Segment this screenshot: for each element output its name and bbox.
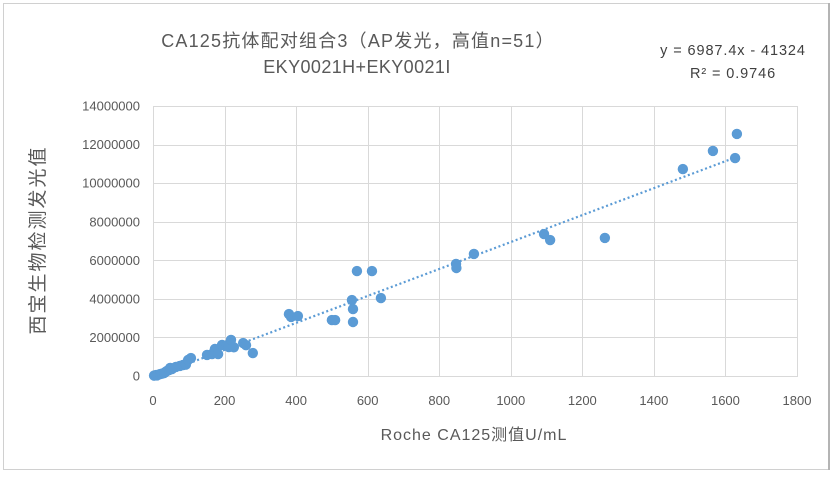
- y-tick-label: 0: [133, 369, 140, 384]
- data-point: [347, 303, 359, 315]
- x-tick-label: 1200: [568, 393, 597, 408]
- gridlines: [153, 106, 798, 377]
- x-tick-label: 200: [214, 393, 236, 408]
- data-point: [599, 232, 611, 244]
- data-point: [329, 314, 341, 326]
- data-point: [677, 163, 689, 175]
- data-point: [351, 265, 363, 277]
- y-tick-label: 6000000: [89, 253, 140, 268]
- x-axis-title: Roche CA125测值U/mL: [381, 426, 568, 444]
- y-tick-label: 4000000: [89, 291, 140, 306]
- x-tick-label: 1800: [783, 393, 812, 408]
- x-tick-label: 400: [285, 393, 307, 408]
- data-point: [729, 152, 741, 164]
- y-tick-label: 14000000: [82, 99, 140, 114]
- x-tick-label: 600: [357, 393, 379, 408]
- data-point: [185, 352, 197, 364]
- data-point: [375, 292, 387, 304]
- x-tick-label: 0: [149, 393, 156, 408]
- data-point: [292, 310, 304, 322]
- data-point: [346, 294, 358, 306]
- data-point: [544, 234, 556, 246]
- data-point: [707, 145, 719, 157]
- data-point: [212, 348, 224, 360]
- x-tick-label: 1600: [711, 393, 740, 408]
- x-tick-label: 800: [428, 393, 450, 408]
- data-point: [731, 128, 743, 140]
- data-point: [240, 339, 252, 351]
- data-point: [347, 316, 359, 328]
- y-tick-label: 10000000: [82, 176, 140, 191]
- y-axis-title: 西宝生物检测发光值: [27, 145, 49, 334]
- chart-frame: [3, 3, 829, 470]
- y-axis-tick-labels: 0 2000000 4000000 6000000 8000000 10000000 120…: [82, 99, 140, 384]
- y-tick-label: 8000000: [89, 214, 140, 229]
- y-tick-label: 2000000: [89, 330, 140, 345]
- trendline-r-squared: R² = 0.9746: [690, 66, 776, 82]
- x-axis-tick-labels: 0 200 400 600 800 1000 1200 1400 1600 1800: [149, 393, 811, 408]
- chart-title: CA125抗体配对组合3（AP发光，高值n=51）: [161, 31, 555, 51]
- data-point: [247, 347, 259, 359]
- trendline-equation: y = 6987.4x - 41324: [660, 43, 806, 59]
- x-tick-label: 1000: [496, 393, 525, 408]
- data-point: [468, 248, 480, 260]
- data-point: [451, 262, 462, 274]
- data-point: [228, 342, 240, 353]
- y-tick-label: 12000000: [82, 137, 140, 152]
- data-point: [366, 265, 378, 277]
- chart-subtitle: EKY0021H+EKY0021I: [263, 57, 450, 77]
- x-tick-label: 1400: [639, 393, 668, 408]
- data-points: [148, 128, 743, 381]
